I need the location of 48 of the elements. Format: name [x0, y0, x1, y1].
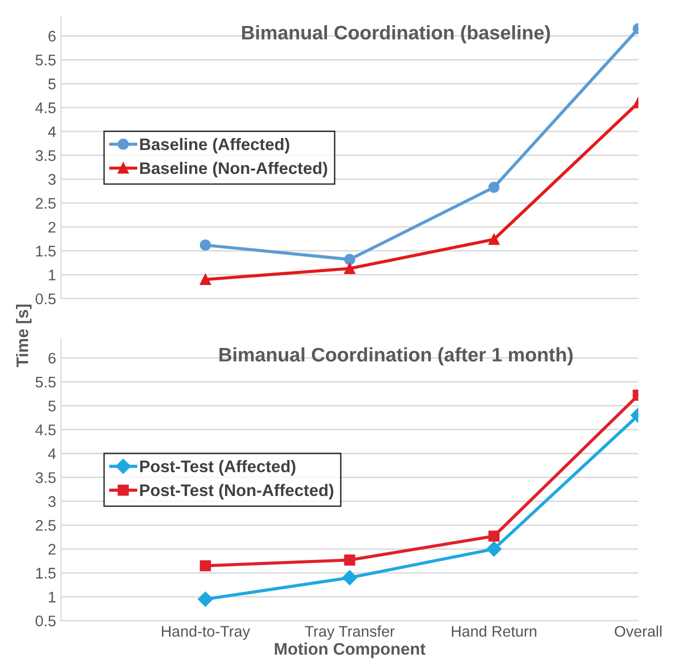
- y-tick-label: 5: [48, 78, 56, 90]
- y-tick-label: 6: [48, 30, 56, 42]
- point: [344, 554, 356, 566]
- x-tick-label: Hand-to-Tray: [162, 626, 250, 640]
- x-tick-label: Overall: [614, 626, 662, 637]
- point: [344, 262, 356, 274]
- point: [488, 234, 500, 245]
- point: [344, 254, 356, 265]
- y-tick-label: 0.5: [36, 293, 56, 304]
- point: [488, 182, 500, 193]
- y-tick-label: 3.5: [36, 472, 56, 484]
- point: [200, 560, 211, 572]
- legend-label: Post-Test (Non-Affected): [140, 484, 334, 500]
- y-tick-label: 1.5: [36, 568, 56, 579]
- point: [200, 240, 211, 251]
- y-tick-label: 2: [48, 222, 56, 232]
- legend-label: Baseline (Non-Affected): [140, 162, 328, 178]
- point: [198, 592, 213, 607]
- y-tick-label: 2: [48, 544, 56, 555]
- y-tick-label: 1: [48, 592, 56, 602]
- y-tick-label: 5.5: [36, 54, 56, 66]
- y-tick-label: 5.5: [36, 376, 56, 388]
- y-tick-label: 4: [48, 448, 56, 460]
- y-tick-label: 1: [48, 270, 56, 280]
- y-tick-label: 4.5: [35, 424, 56, 436]
- y-tick-label: 5: [48, 400, 56, 412]
- y-tick-label: 3: [48, 496, 56, 507]
- y-tick-label: 0.5: [36, 616, 56, 626]
- legend-label: Post-Test (Affected): [140, 460, 296, 476]
- y-tick-label: 3.5: [36, 150, 56, 161]
- y-tick-label: 6: [48, 352, 56, 364]
- point: [342, 570, 358, 586]
- chart-title: Bimanual Coordination (baseline): [242, 25, 550, 44]
- y-tick-label: 4: [48, 126, 56, 137]
- y-axis-title: Time [s]: [16, 304, 32, 368]
- x-tick-label: Hand Return: [452, 626, 536, 637]
- legend-label: Baseline (Affected): [140, 138, 290, 154]
- chart-title: Bimanual Coordination (after 1 month): [219, 347, 573, 366]
- point: [486, 541, 502, 557]
- y-tick-label: 3: [48, 174, 56, 185]
- x-axis-title: Motion Component: [274, 642, 426, 658]
- point: [488, 530, 500, 542]
- y-tick-label: 2.5: [36, 520, 56, 531]
- y-tick-label: 1.5: [36, 246, 56, 257]
- x-tick-label: Tray Transfer: [304, 626, 395, 640]
- y-tick-label: 4.5: [35, 102, 56, 114]
- y-tick-label: 2.5: [36, 198, 56, 209]
- point: [200, 274, 211, 286]
